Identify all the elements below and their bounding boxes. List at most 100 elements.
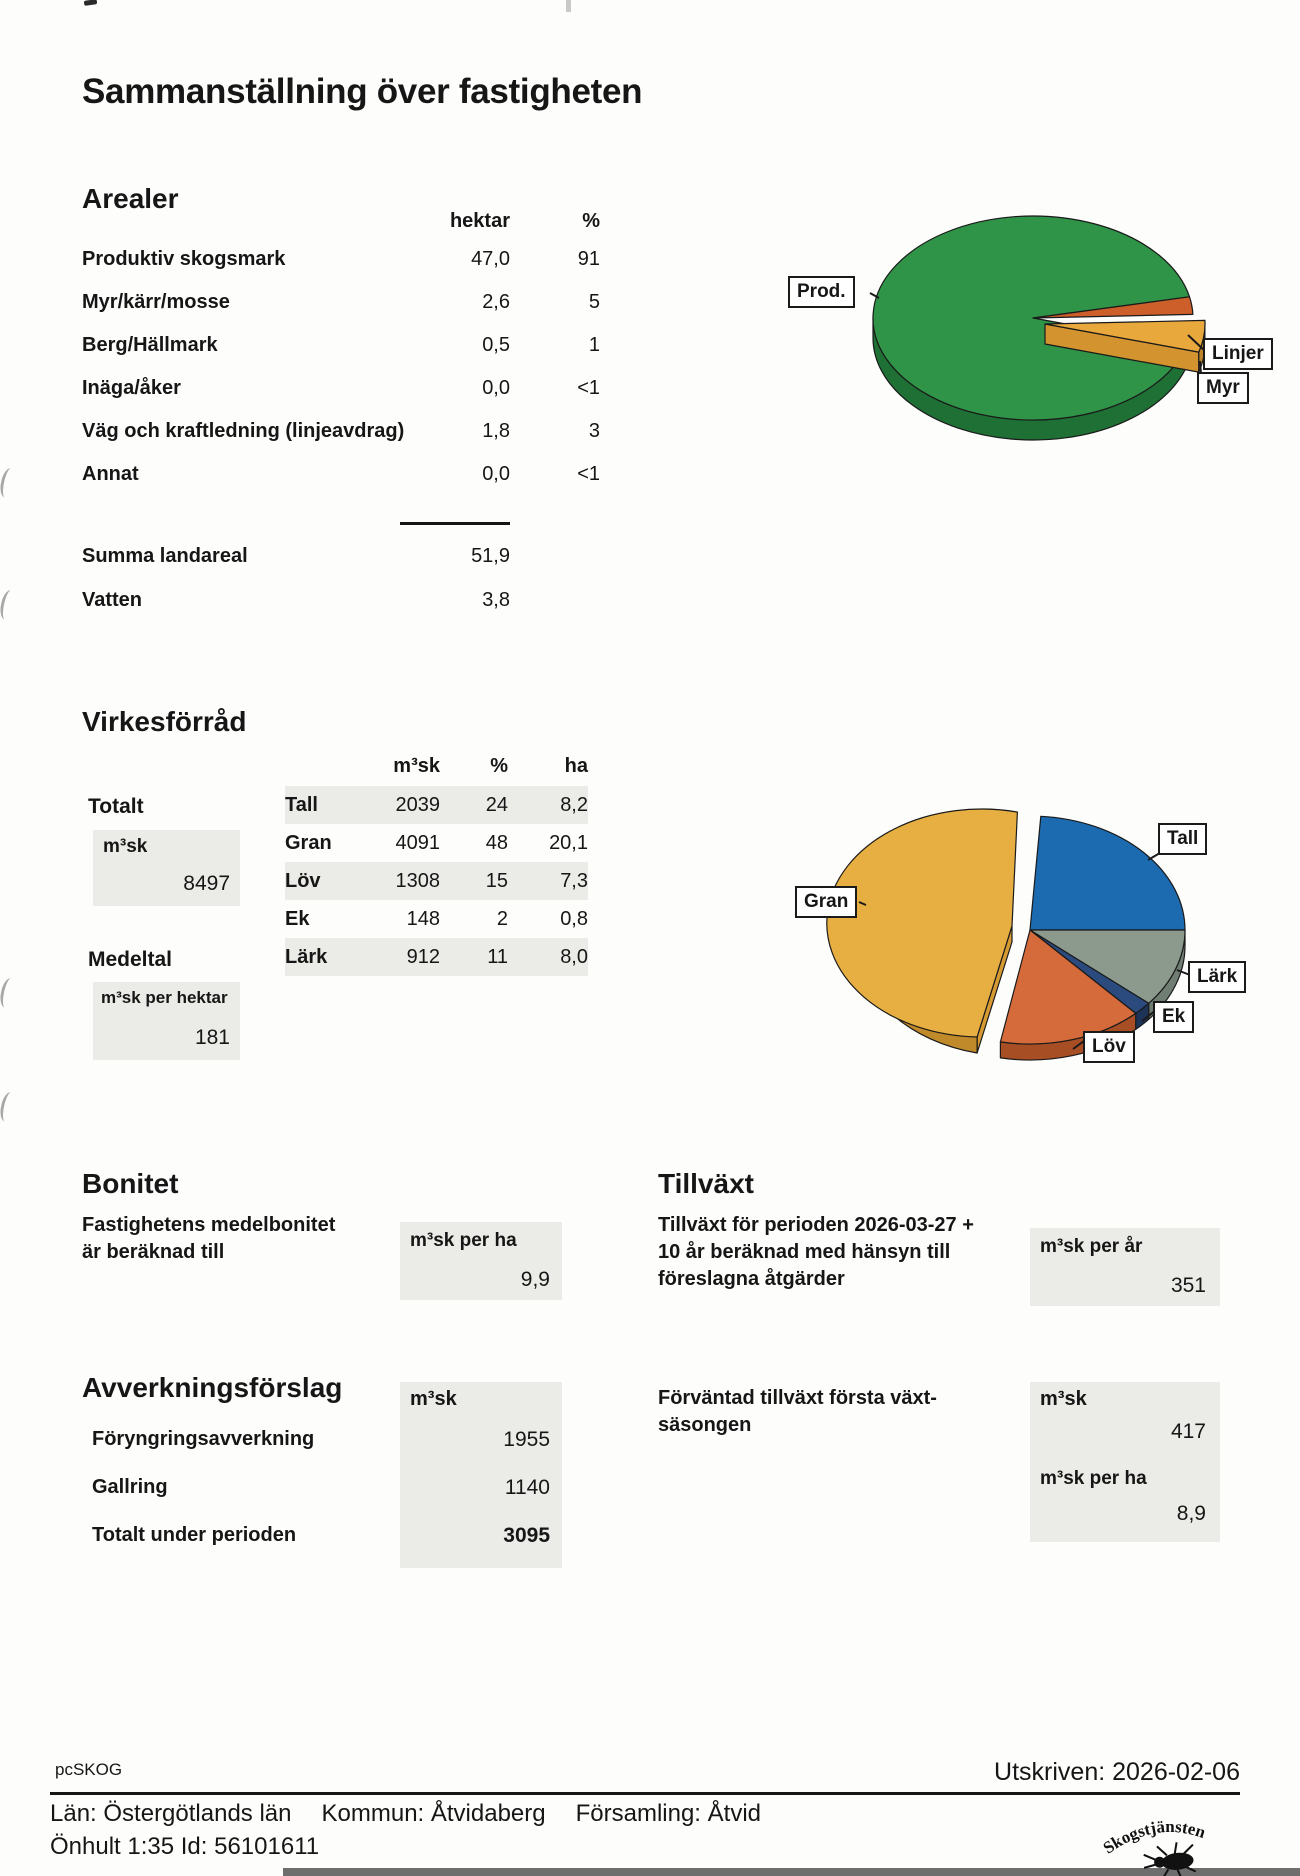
pie-slice-linjer bbox=[1032, 296, 1194, 319]
avverkning-value-box: m³sk 1955 1140 3095 bbox=[400, 1382, 562, 1568]
row-ha: 8,2 bbox=[560, 793, 588, 816]
summa-label: Summa landareal bbox=[82, 545, 248, 567]
row-percent: 2 bbox=[496, 907, 508, 930]
footer-county: Län: Östergötlands län bbox=[50, 1800, 292, 1827]
col-header-percent: % bbox=[490, 754, 508, 777]
row-percent: 5 bbox=[588, 291, 600, 313]
forvantad-text-line2: säsongen bbox=[658, 1414, 752, 1436]
col-header-ha: ha bbox=[564, 754, 588, 777]
medeltal-value: 181 bbox=[194, 1026, 230, 1049]
pie-label-tall: Tall bbox=[1158, 823, 1208, 855]
arealer-row: Annat 0,0 <1 bbox=[82, 463, 600, 486]
row-percent: 15 bbox=[485, 869, 508, 892]
footer-app-name: pcSKOG bbox=[55, 1760, 123, 1779]
row-hektar: 0,0 bbox=[482, 377, 510, 399]
row-m3sk: 2039 bbox=[395, 793, 441, 816]
leader-linjer bbox=[1187, 334, 1206, 352]
forvantad-unit1: m³sk bbox=[1040, 1388, 1087, 1410]
leader-lark bbox=[1176, 969, 1191, 976]
section-avverkning-heading: Avverkningsförslag bbox=[82, 1372, 343, 1403]
row-label: Inäga/åker bbox=[82, 377, 181, 399]
section-bonitet-heading: Bonitet bbox=[82, 1168, 179, 1199]
row-percent: 3 bbox=[588, 420, 600, 442]
row-percent: <1 bbox=[577, 377, 600, 399]
pie-label-gran: Gran bbox=[795, 886, 858, 918]
arealer-row: Myr/kärr/mosse 2,6 5 bbox=[82, 291, 600, 314]
species-row-lark: Lärk 912 11 8,0 bbox=[285, 938, 588, 976]
pie-label-lark: Lärk bbox=[1188, 961, 1247, 993]
scan-edge-shadow bbox=[283, 1868, 1300, 1876]
row-ha: 7,3 bbox=[560, 869, 588, 892]
tillvaxt-value: 351 bbox=[1170, 1274, 1206, 1297]
avverkning-unit: m³sk bbox=[410, 1388, 457, 1410]
pie-slice-lov bbox=[999, 929, 1137, 1045]
row-label: Annat bbox=[82, 463, 139, 485]
row-m3sk: 148 bbox=[406, 907, 440, 930]
row-label: Tall bbox=[285, 793, 318, 816]
pie-slice-myr bbox=[1044, 319, 1206, 353]
row-ha: 0,8 bbox=[560, 907, 588, 930]
arealer-row: Produktiv skogsmark 47,0 91 bbox=[82, 248, 600, 271]
arealer-row: Berg/Hällmark 0,5 1 bbox=[82, 334, 600, 357]
row-percent: 91 bbox=[577, 248, 600, 270]
arealer-row: Inäga/åker 0,0 <1 bbox=[82, 377, 600, 400]
forvantad-unit2: m³sk per ha bbox=[1040, 1468, 1147, 1489]
row-label: Ek bbox=[285, 907, 310, 930]
row-hektar: 47,0 bbox=[471, 248, 510, 270]
medeltal-value-box: m³sk per hektar 181 bbox=[93, 982, 240, 1060]
tillvaxt-text-line3: föreslagna åtgärder bbox=[658, 1268, 845, 1290]
arealer-summa-row: Summa landareal 51,9 bbox=[82, 545, 600, 568]
row-percent: 1 bbox=[588, 334, 600, 356]
col-header-percent: % bbox=[582, 210, 600, 232]
scan-mark bbox=[0, 1090, 18, 1124]
row-label: Väg och kraftledning (linjeavdrag) bbox=[82, 420, 405, 442]
forvantad-text-line1: Förväntad tillväxt första växt- bbox=[658, 1387, 937, 1409]
sum-divider bbox=[400, 522, 510, 525]
scan-mark bbox=[83, 0, 98, 6]
row-label: Produktiv skogsmark bbox=[82, 248, 286, 270]
row-m3sk: 912 bbox=[406, 945, 440, 968]
forvantad-value1: 417 bbox=[1170, 1420, 1206, 1443]
species-row-gran: Gran 4091 48 20,1 bbox=[285, 824, 588, 862]
skogstjansten-logo: Skogstjänsten bbox=[1100, 1817, 1209, 1876]
row-ha: 8,0 bbox=[560, 945, 588, 968]
footer-parish: Församling: Åtvid bbox=[575, 1800, 761, 1827]
vatten-value: 3,8 bbox=[482, 589, 510, 611]
forvantad-value2: 8,9 bbox=[1176, 1502, 1206, 1525]
row-hektar: 2,6 bbox=[482, 291, 510, 313]
species-row-lov: Löv 1308 15 7,3 bbox=[285, 862, 588, 900]
arealer-pie-chart bbox=[869, 215, 1206, 441]
row-m3sk: 1308 bbox=[395, 869, 441, 892]
footer-municipality: Kommun: Åtvidaberg bbox=[321, 1800, 546, 1827]
pie-label-ek: Ek bbox=[1153, 1001, 1195, 1033]
virkesforrad-table-header: m³sk % ha bbox=[285, 752, 588, 780]
footer-rule bbox=[50, 1792, 1240, 1795]
page-title: Sammanställning över fastigheten bbox=[82, 72, 643, 111]
avverkning-label-gallring: Gallring bbox=[92, 1476, 168, 1498]
row-label: Berg/Hällmark bbox=[82, 334, 218, 356]
col-header-hektar: hektar bbox=[449, 210, 510, 232]
avverkning-value-foryngring: 1955 bbox=[503, 1428, 550, 1451]
totalt-value: 8497 bbox=[183, 872, 230, 895]
scan-mark bbox=[566, 0, 571, 12]
row-percent: 48 bbox=[485, 831, 508, 854]
scan-mark bbox=[0, 588, 18, 622]
row-label: Myr/kärr/mosse bbox=[82, 291, 230, 313]
row-label: Lärk bbox=[285, 945, 328, 968]
section-tillvaxt-heading: Tillväxt bbox=[658, 1168, 754, 1199]
avverkning-value-gallring: 1140 bbox=[504, 1476, 550, 1499]
row-m3sk: 4091 bbox=[395, 831, 441, 854]
bonitet-text-line2: är beräknad till bbox=[82, 1241, 225, 1263]
pie-label-myr: Myr bbox=[1197, 372, 1249, 404]
arealer-vatten-row: Vatten 3,8 bbox=[82, 589, 600, 612]
row-percent: 24 bbox=[485, 793, 508, 816]
pie-label-prod: Prod. bbox=[788, 276, 855, 308]
logo-arc-text: Skogstjänsten bbox=[1100, 1817, 1209, 1858]
totalt-value-box: m³sk 8497 bbox=[93, 830, 240, 906]
arealer-table-header: hektar % bbox=[82, 210, 600, 233]
pie-slice-prod bbox=[872, 215, 1191, 421]
bonitet-unit: m³sk per ha bbox=[410, 1230, 517, 1251]
row-hektar: 0,0 bbox=[482, 463, 510, 485]
species-row-tall: Tall 2039 24 8,2 bbox=[285, 786, 588, 824]
summa-value: 51,9 bbox=[471, 545, 510, 567]
